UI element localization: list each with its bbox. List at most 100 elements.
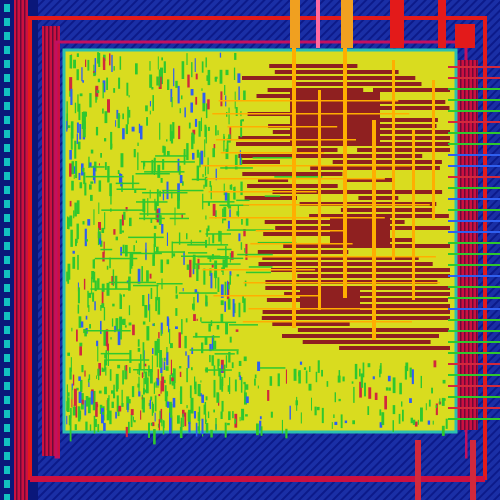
cell-marker (159, 190, 161, 197)
route-segment (144, 171, 185, 173)
cell-marker (101, 303, 105, 308)
cell-marker (191, 132, 194, 141)
cell-marker (102, 82, 104, 99)
io-dash (4, 60, 10, 68)
cell-marker (126, 396, 130, 410)
cell-marker (78, 316, 82, 328)
congestion-band (242, 172, 306, 176)
cell-marker (340, 414, 343, 429)
cell-marker (179, 366, 182, 369)
route-segment (191, 178, 208, 181)
cell-marker (93, 390, 96, 401)
cell-marker (153, 382, 155, 394)
cell-marker (277, 373, 280, 387)
interface-line (448, 154, 500, 156)
cell-marker (181, 319, 183, 335)
cell-marker (89, 162, 92, 168)
interface-line (448, 165, 500, 167)
cell-marker (81, 365, 84, 373)
cell-marker (74, 102, 77, 114)
congestion-band (345, 178, 393, 182)
congestion-band (265, 286, 439, 290)
cell-marker (92, 259, 95, 269)
route-horizontal (218, 100, 399, 102)
congestion-band (283, 244, 364, 248)
cell-marker (167, 151, 170, 156)
cell-marker (144, 305, 148, 318)
cell-marker (113, 384, 115, 397)
route-segment (219, 204, 250, 206)
cell-marker (229, 126, 232, 141)
congestion-block (290, 92, 380, 142)
cell-marker (195, 332, 198, 338)
cell-marker (83, 172, 86, 185)
top-pad-right (455, 24, 475, 48)
cell-marker (74, 140, 77, 159)
cell-marker (194, 118, 198, 127)
cell-marker (89, 424, 92, 431)
cell-marker (269, 376, 273, 386)
cell-marker (148, 293, 150, 311)
cell-marker (89, 324, 91, 329)
cell-marker (224, 281, 227, 296)
cell-marker (444, 398, 446, 401)
cell-marker (182, 413, 184, 427)
io-dash (4, 32, 10, 40)
cell-marker (212, 234, 215, 244)
cell-marker (124, 370, 127, 380)
cell-marker (169, 377, 172, 385)
route-segment (189, 349, 239, 351)
cell-marker (128, 399, 131, 404)
cell-marker (210, 429, 213, 438)
cell-marker (104, 359, 106, 371)
cell-marker (170, 359, 172, 375)
cell-marker (143, 363, 147, 367)
cell-marker (94, 58, 97, 76)
cell-marker (198, 406, 201, 421)
cell-marker (154, 340, 158, 356)
cell-marker (354, 363, 358, 380)
cell-marker (96, 90, 100, 94)
route-segment (133, 284, 159, 287)
cell-marker (104, 386, 107, 395)
cell-marker (193, 297, 195, 311)
cell-marker (77, 406, 81, 422)
io-dash (4, 312, 10, 320)
io-dash (4, 298, 10, 306)
route-horizontal (212, 113, 410, 115)
interface-line (448, 220, 500, 222)
cell-marker (238, 371, 241, 378)
interface-line (448, 297, 500, 299)
cell-marker (125, 244, 128, 257)
cell-marker (99, 231, 101, 239)
cell-marker (175, 286, 178, 294)
cell-marker (254, 378, 256, 386)
route-segment (264, 195, 281, 197)
cell-marker (112, 303, 115, 307)
cell-marker (74, 424, 77, 430)
route-horizontal (209, 217, 385, 219)
cell-marker (315, 371, 318, 383)
cell-marker (69, 150, 72, 160)
cell-marker (154, 198, 156, 211)
cell-marker (184, 412, 187, 427)
congestion-band (353, 166, 401, 170)
cell-marker (87, 59, 90, 71)
cell-marker (242, 295, 244, 303)
cell-marker (71, 161, 75, 175)
cell-marker (77, 304, 80, 314)
cell-marker (76, 122, 79, 133)
cell-marker (93, 70, 95, 73)
cell-marker (170, 373, 174, 376)
cell-marker (88, 380, 90, 387)
cell-marker (133, 149, 136, 158)
cell-marker (84, 182, 87, 196)
cell-marker (197, 384, 201, 397)
cell-marker (202, 92, 206, 104)
io-dash (4, 256, 10, 264)
cell-marker (100, 320, 102, 334)
cell-marker (308, 383, 312, 391)
cell-marker (331, 422, 333, 429)
cell-marker (121, 182, 123, 192)
cell-marker (259, 420, 262, 431)
